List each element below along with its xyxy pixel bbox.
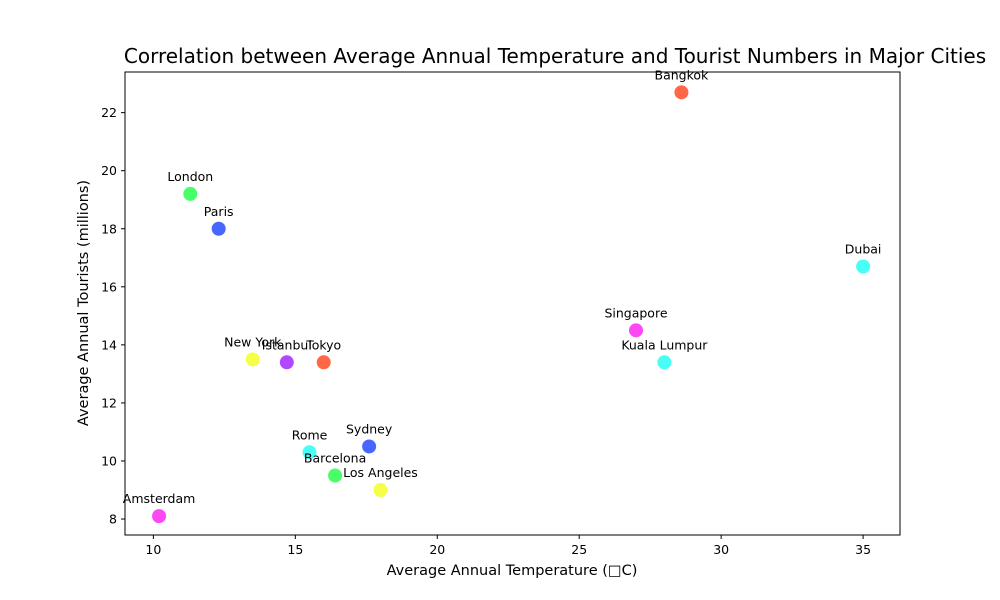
data-point [211,221,226,236]
y-axis: 8 10 12 14 16 18 20 22 [101,105,125,527]
y-tick-label: 20 [101,163,117,178]
data-point [674,85,689,100]
data-point-label: Dubai [845,241,882,256]
y-tick-label: 16 [101,279,117,294]
data-point [856,259,871,274]
plot-area: 10 15 20 25 30 35 8 10 12 14 16 18 20 22 Bangkok Lond… [101,67,901,557]
x-tick-label: 20 [429,542,445,557]
point-labels: Bangkok London Paris Dubai Singapore New York… [123,67,882,506]
data-point-label: Istanbul [262,337,312,352]
x-tick-label: 15 [287,542,303,557]
chart-title: Correlation between Average Annual Tempe… [124,44,986,68]
data-point [362,439,377,454]
data-point [657,355,672,370]
y-tick-label: 22 [101,105,117,120]
x-tick-label: 30 [713,542,729,557]
data-points [152,85,871,524]
x-tick-label: 10 [145,542,161,557]
x-axis-label: Average Annual Temperature (□C) [387,563,638,579]
data-point-label: Barcelona [304,450,366,465]
x-tick-label: 35 [855,542,871,557]
data-point [279,355,294,370]
data-point-label: Sydney [346,421,393,436]
data-point [302,445,317,460]
y-tick-label: 14 [101,337,117,352]
y-tick-label: 10 [101,453,117,468]
y-tick-label: 18 [101,221,117,236]
data-point [152,509,167,524]
y-tick-label: 12 [101,395,117,410]
data-point [373,483,388,498]
data-point [245,352,260,367]
x-tick-label: 25 [571,542,587,557]
plot-frame [124,71,901,536]
data-point [316,355,331,370]
data-point-label: Rome [292,427,328,442]
data-point-label: London [167,169,213,184]
data-point-label: Los Angeles [343,465,418,480]
data-point-label: Tokyo [305,337,341,352]
data-point-label: Kuala Lumpur [621,337,708,352]
y-axis-label: Average Annual Tourists (millions) [76,180,92,426]
data-point [628,323,643,338]
y-tick-label: 8 [109,512,117,527]
data-point-label: New York [224,334,282,349]
data-point-label: Amsterdam [123,491,196,506]
data-point-label: Paris [204,204,234,219]
x-axis: 10 15 20 25 30 35 [145,535,871,557]
data-point [183,186,198,201]
data-point [328,468,343,483]
data-point-label: Bangkok [655,67,710,82]
data-point-label: Singapore [604,305,667,320]
